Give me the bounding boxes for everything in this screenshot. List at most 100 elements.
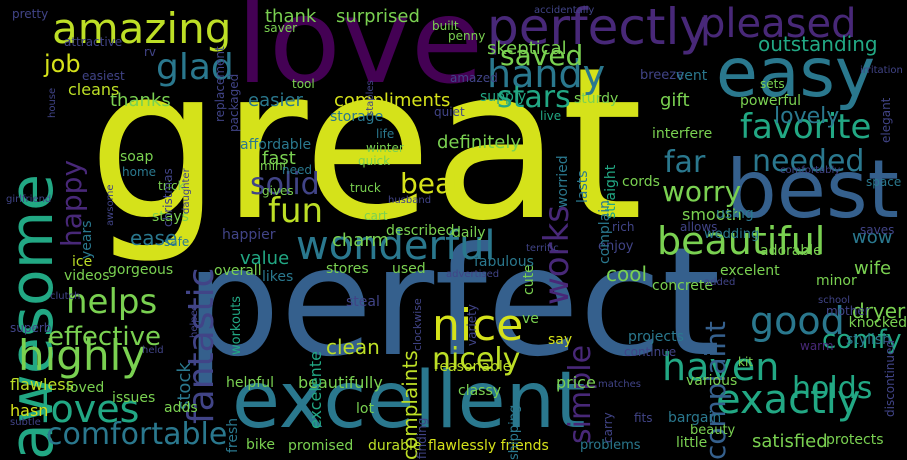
word-easier: easier <box>248 90 303 111</box>
word-flawless: flawless <box>10 375 74 394</box>
word-christmas: christmas <box>161 168 175 227</box>
word-overall: overall <box>214 263 262 279</box>
word-nice: nice <box>432 300 524 351</box>
word-lovely: lovely <box>774 104 840 129</box>
word-carry: carry <box>601 412 615 443</box>
word-home: home <box>122 165 157 179</box>
word-fun: fun <box>268 191 324 231</box>
word-durable: durable <box>368 438 422 454</box>
word-concrete: concrete <box>652 278 713 294</box>
word-videos: videos <box>64 268 110 284</box>
word-nicely: nicely <box>432 342 521 377</box>
word-discontinued: discontinued <box>883 340 897 417</box>
word-stores: stores <box>326 261 369 277</box>
word-added: added <box>704 277 736 288</box>
word-advertised: advertised <box>446 269 500 280</box>
word-loved: loved <box>66 380 105 396</box>
word-finding: finding <box>415 417 429 459</box>
word-stays: stays <box>152 209 189 225</box>
word-mini: mini <box>260 159 286 173</box>
word-charm: charm <box>332 230 389 251</box>
word-saves: saves <box>860 223 895 237</box>
word-projects: projects <box>628 329 684 345</box>
word-affordable: affordable <box>240 137 312 153</box>
word-holds: holds <box>792 371 873 406</box>
word-wow: wow <box>852 227 893 248</box>
word-using: using <box>716 206 754 222</box>
word-sets: sets <box>760 77 785 91</box>
word-space: space <box>866 175 902 189</box>
word-kit: kit <box>738 355 753 369</box>
word-described: described <box>386 223 455 239</box>
word-enjoy: enjoy <box>598 239 634 254</box>
word-definitely: definitely <box>437 132 522 153</box>
word-superb: superb <box>10 321 52 335</box>
word-far: far <box>664 145 706 180</box>
word-mother: mother <box>826 304 870 318</box>
word-excelent: excelent <box>720 263 780 279</box>
word-workouts: workouts <box>229 295 244 355</box>
word-vent: vent <box>676 68 708 84</box>
word-smooth: smooth <box>682 205 742 224</box>
word-solid: solid <box>250 167 320 202</box>
word-perfectly: perfectly <box>487 0 709 56</box>
word-haven: haven <box>662 345 780 389</box>
word-helped: helped <box>189 303 200 338</box>
word-held: held <box>142 345 164 356</box>
word-happier: happier <box>222 227 276 243</box>
word-live: live <box>540 109 562 123</box>
word-school: school <box>818 295 851 306</box>
word-best: best <box>726 143 900 236</box>
word-elegant: elegant <box>879 97 893 143</box>
word-worried: worried <box>555 155 571 208</box>
word-complain: complain <box>597 199 613 264</box>
word-love: love <box>236 0 484 110</box>
word-value: value <box>240 248 290 269</box>
word-comfortably: comfortably <box>780 165 841 176</box>
word-safe: safe <box>164 235 190 249</box>
word-compliments: compliments <box>334 90 451 111</box>
word-rich: rich <box>612 220 635 234</box>
word-husband: husband <box>388 195 432 206</box>
word-stars: stars <box>497 80 571 115</box>
word-adorable: adorable <box>760 243 822 259</box>
word-saved: saved <box>500 39 584 72</box>
word-supply: supply <box>480 89 527 105</box>
word-soap: soap <box>120 149 154 165</box>
word-hasn: hasn <box>10 401 49 420</box>
word-simple: simple <box>563 344 598 444</box>
word-saver: saver <box>264 21 298 35</box>
word-accidentally: accidentally <box>534 5 595 16</box>
word-amazing: amazing <box>52 4 232 53</box>
word-fast: fast <box>262 148 296 169</box>
word-used: used <box>392 261 426 277</box>
word-issues: issues <box>112 390 156 406</box>
word-excelente: excelente <box>306 351 325 429</box>
word-flawlessly-friends: flawlessly friends <box>428 438 549 454</box>
word-perfect: perfect <box>185 216 721 390</box>
word-continue: continue <box>624 345 677 359</box>
word-quiet: quiet <box>434 105 465 119</box>
word-minor: minor <box>816 273 857 289</box>
word-favorite: favorite <box>740 107 872 147</box>
word-penny: penny <box>448 29 486 43</box>
word-fits: fits <box>634 411 653 425</box>
word-breeze: breeze <box>640 68 685 83</box>
word-tool: tool <box>292 77 315 91</box>
word-wife: wife <box>854 258 892 279</box>
word-ve: ve <box>522 311 539 327</box>
word-winter: winter <box>366 141 404 155</box>
word-classy: classy <box>458 383 502 399</box>
word-thank: thank <box>265 6 317 27</box>
word-allows: allows <box>680 220 718 234</box>
word-outstanding: outstanding <box>758 32 878 56</box>
word-cords: cords <box>622 174 660 190</box>
word-subtle: subtle <box>10 417 41 428</box>
word-helps: helps <box>66 282 158 322</box>
word-life: life <box>376 127 395 141</box>
word-loves: loves <box>40 387 140 431</box>
word-gorgeous: gorgeous <box>108 262 174 278</box>
word-cart: cart <box>364 209 388 223</box>
word-easy: easy <box>716 34 876 113</box>
